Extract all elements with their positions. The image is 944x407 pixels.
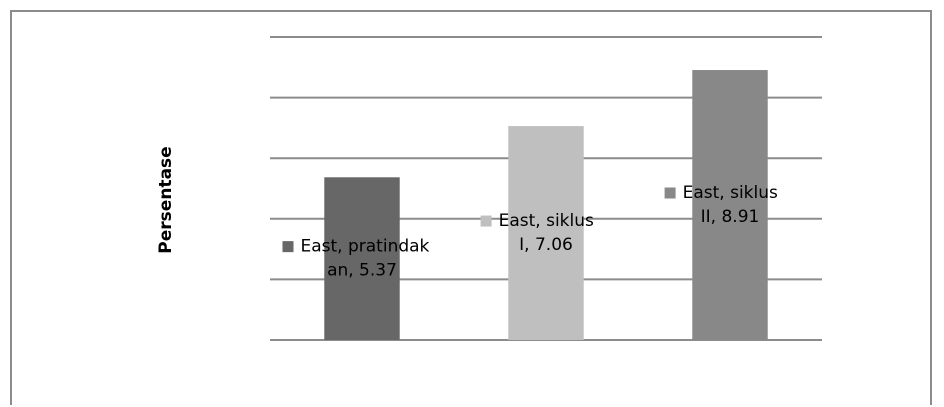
data-label-2: East, siklus I, 7.06 [480,211,594,255]
y-axis-label: Persentase [156,146,176,253]
bar-siklus-ii [692,70,768,340]
data-label-line: an, 5.37 [327,261,397,281]
data-label-line: East, pratindak [301,237,430,257]
bar-pratindakan [324,177,400,340]
data-label-3: East, siklus II, 8.91 [664,183,778,227]
legend-key [282,241,294,253]
data-label-line: I, 7.06 [519,235,573,255]
bar-siklus-i [508,126,584,340]
data-label-line: II, 8.91 [701,207,760,227]
data-label-line: East, siklus [499,211,594,231]
data-label-line: East, siklus [683,183,778,203]
bars [324,70,768,340]
legend-key [480,215,492,227]
data-labels: East, pratindak an, 5.37 East, siklus I, 7.… [282,183,778,281]
data-label-1: East, pratindak an, 5.37 [282,237,430,281]
legend-key [664,187,676,199]
